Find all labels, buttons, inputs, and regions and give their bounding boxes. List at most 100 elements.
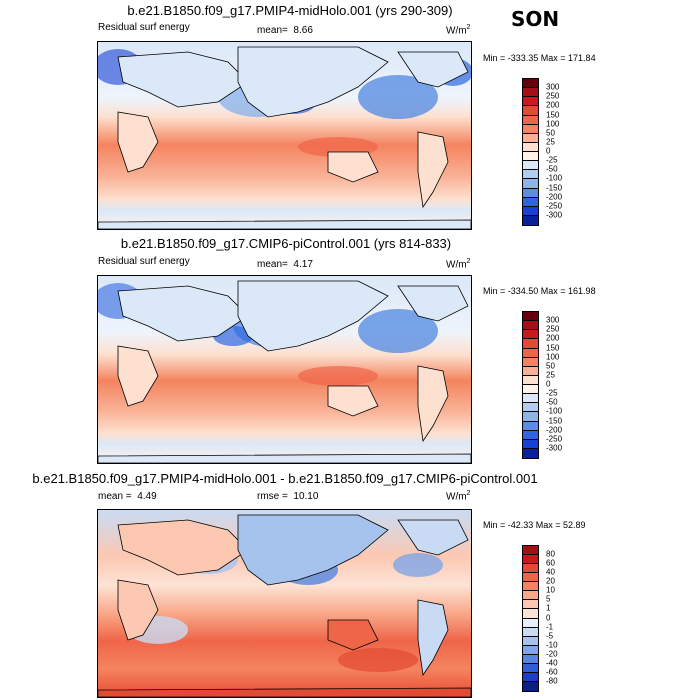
colorbar-tick-label: -250 bbox=[546, 434, 563, 444]
colorbar-tick-label: -300 bbox=[546, 443, 563, 453]
panel1-title: b.e21.B1850.f09_g17.PMIP4-midHolo.001 (y… bbox=[127, 3, 453, 18]
panel2-map-field bbox=[98, 276, 471, 463]
colorbar-tick-label: -100 bbox=[546, 406, 563, 416]
panel1-units: W/m2 bbox=[446, 24, 471, 37]
panel1-colorbar bbox=[522, 78, 539, 226]
colorbar-segment bbox=[523, 161, 538, 171]
colorbar-tick-label: 50 bbox=[546, 361, 555, 371]
panel2-title: b.e21.B1850.f09_g17.CMIP6-piControl.001 … bbox=[120, 236, 452, 251]
panel2-variable: Residual surf energy bbox=[98, 256, 190, 267]
colorbar-tick-label: -80 bbox=[546, 676, 558, 686]
colorbar-segment bbox=[523, 88, 538, 98]
colorbar-segment bbox=[523, 618, 538, 628]
colorbar-tick-label: 0 bbox=[546, 613, 551, 622]
colorbar-segment bbox=[523, 546, 538, 556]
colorbar-segment bbox=[523, 663, 538, 673]
colorbar-segment bbox=[523, 97, 538, 107]
colorbar-tick-label: 150 bbox=[546, 110, 560, 119]
colorbar-segment bbox=[523, 394, 538, 404]
colorbar-segment bbox=[523, 555, 538, 565]
colorbar-tick-label: -150 bbox=[546, 183, 563, 192]
panel2-minmax: Min = -334.50 Max = 161.98 bbox=[483, 286, 596, 296]
panel1-map-field bbox=[98, 42, 471, 229]
colorbar-tick-label: 60 bbox=[546, 558, 555, 568]
colorbar-tick-label: -20 bbox=[546, 649, 558, 659]
colorbar-tick-label: 0 bbox=[546, 146, 551, 156]
colorbar-tick-label: -60 bbox=[546, 667, 558, 677]
colorbar-segment bbox=[523, 188, 538, 198]
colorbar-tick-label: 300 bbox=[546, 82, 560, 92]
colorbar-segment bbox=[523, 79, 538, 89]
panel1-minmax: Min = -333.35 Max = 171.84 bbox=[483, 53, 596, 63]
colorbar-segment bbox=[523, 357, 538, 367]
panel3-map bbox=[97, 509, 472, 698]
colorbar-tick-label: -25 bbox=[546, 388, 558, 398]
colorbar-tick-label: 100 bbox=[546, 352, 560, 362]
colorbar-tick-label: 50 bbox=[546, 128, 555, 138]
colorbar-segment bbox=[523, 124, 538, 134]
colorbar-tick-label: 200 bbox=[546, 333, 560, 343]
panel2-colorbar bbox=[522, 311, 539, 459]
colorbar-tick-label: 250 bbox=[546, 91, 560, 101]
panel2-map bbox=[97, 275, 472, 464]
colorbar-segment bbox=[523, 591, 538, 601]
panel3-title: b.e21.B1850.f09_g17.PMIP4-midHolo.001 - … bbox=[32, 471, 538, 486]
colorbar-segment bbox=[523, 206, 538, 216]
colorbar-tick-label: -200 bbox=[546, 425, 563, 435]
colorbar-segment bbox=[523, 133, 538, 143]
colorbar-tick-label: -250 bbox=[546, 201, 563, 211]
colorbar-tick-label: 300 bbox=[546, 315, 560, 325]
colorbar-segment bbox=[523, 582, 538, 592]
colorbar-tick-label: 25 bbox=[546, 137, 555, 147]
colorbar-tick-label: -10 bbox=[546, 640, 558, 650]
colorbar-segment bbox=[523, 564, 538, 574]
colorbar-segment bbox=[523, 385, 538, 395]
colorbar-tick-label: 250 bbox=[546, 324, 560, 334]
colorbar-segment bbox=[523, 654, 538, 664]
panel2-mean: mean= 4.17 bbox=[257, 259, 313, 270]
colorbar-tick-label: 5 bbox=[546, 594, 551, 604]
season-label: SON bbox=[511, 7, 560, 31]
colorbar-segment bbox=[523, 339, 538, 349]
colorbar-tick-label: -50 bbox=[546, 164, 558, 174]
colorbar-segment bbox=[523, 681, 538, 691]
colorbar-tick-label: 80 bbox=[546, 549, 555, 559]
panel1-mean: mean= 8.66 bbox=[257, 25, 313, 36]
colorbar-segment bbox=[523, 348, 538, 358]
colorbar-tick-label: -200 bbox=[546, 192, 563, 202]
colorbar-segment bbox=[523, 375, 538, 385]
colorbar-tick-label: 1 bbox=[546, 603, 551, 613]
colorbar-segment bbox=[523, 636, 538, 646]
colorbar-segment bbox=[523, 170, 538, 180]
colorbar-segment bbox=[523, 448, 538, 458]
colorbar-segment bbox=[523, 600, 538, 610]
colorbar-segment bbox=[523, 321, 538, 331]
colorbar-segment bbox=[523, 421, 538, 431]
colorbar-tick-label: 20 bbox=[546, 576, 555, 586]
colorbar-segment bbox=[523, 366, 538, 376]
colorbar-segment bbox=[523, 179, 538, 189]
colorbar-segment bbox=[523, 439, 538, 449]
panel2-units: W/m2 bbox=[446, 258, 471, 271]
colorbar-tick-label: -1 bbox=[546, 622, 554, 632]
colorbar-segment bbox=[523, 672, 538, 682]
colorbar-tick-label: -50 bbox=[546, 397, 558, 407]
colorbar-segment bbox=[523, 645, 538, 655]
colorbar-segment bbox=[523, 430, 538, 440]
colorbar-tick-label: -100 bbox=[546, 173, 563, 183]
colorbar-tick-label: -40 bbox=[546, 658, 558, 668]
colorbar-tick-label: -150 bbox=[546, 416, 563, 425]
panel1-map bbox=[97, 41, 472, 230]
colorbar-tick-label: 200 bbox=[546, 100, 560, 110]
panel1-variable: Residual surf energy bbox=[98, 22, 190, 33]
panel3-mean: mean = 4.49 bbox=[98, 491, 157, 502]
colorbar-segment bbox=[523, 312, 538, 322]
colorbar-segment bbox=[523, 627, 538, 637]
colorbar-tick-label: -5 bbox=[546, 631, 554, 641]
panel3-colorbar bbox=[522, 545, 539, 692]
colorbar-segment bbox=[523, 330, 538, 340]
colorbar-segment bbox=[523, 412, 538, 422]
panel3-minmax: Min = -42.33 Max = 52.89 bbox=[483, 520, 586, 530]
colorbar-segment bbox=[523, 115, 538, 125]
panel3-map-field bbox=[98, 510, 471, 697]
